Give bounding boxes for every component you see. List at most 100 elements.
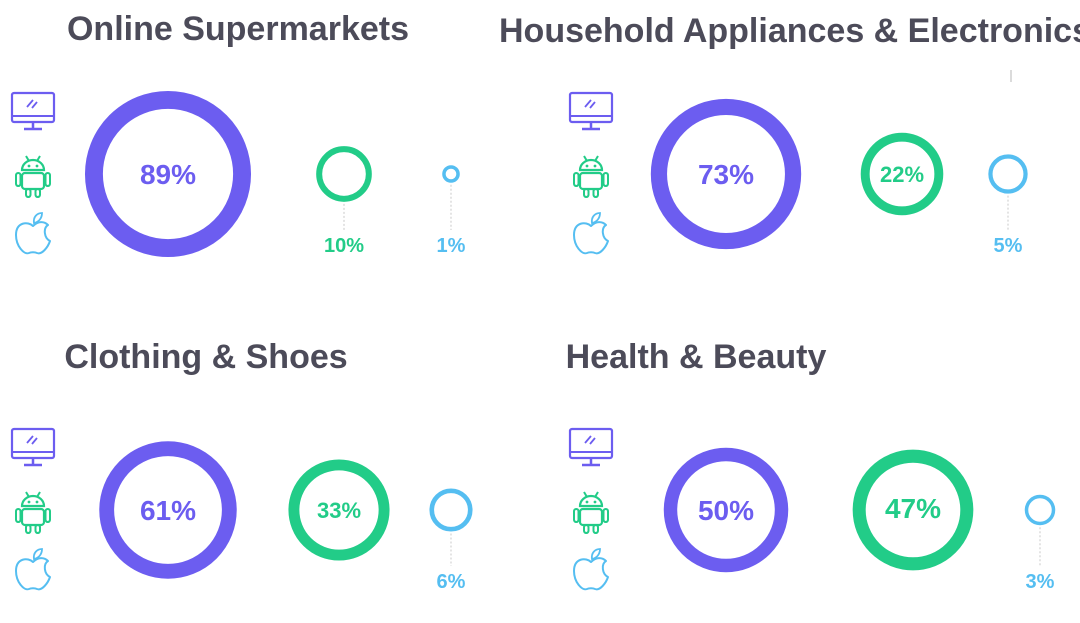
android-head: [20, 494, 46, 508]
monitor-glare: [26, 435, 34, 444]
monitor-icon: [10, 427, 56, 467]
android-head: [20, 158, 46, 172]
android-antenna: [594, 491, 599, 498]
android-arm: [44, 508, 51, 523]
value-label: 33%: [317, 498, 361, 523]
ring-desktop: [99, 441, 237, 579]
apple-leaf: [590, 548, 601, 561]
android-body: [20, 507, 46, 527]
android-leg: [592, 524, 599, 534]
android-icon: [573, 155, 609, 198]
platform-icons: [568, 427, 614, 591]
ring-ios: [1024, 494, 1056, 526]
apple-body: [15, 557, 51, 591]
android-antenna: [36, 491, 41, 498]
apple-leaf: [590, 212, 601, 225]
value-label: 10%: [324, 235, 364, 257]
android-antenna: [594, 155, 599, 162]
value-label: 22%: [880, 162, 924, 187]
android-body: [578, 507, 604, 527]
apple-icon: [573, 548, 609, 591]
panel-title: Online Supermarkets: [67, 10, 409, 48]
apple-leaf: [32, 212, 43, 225]
android-antenna: [583, 155, 588, 162]
android-head: [578, 158, 604, 172]
android-arm: [602, 172, 609, 187]
platform-icons: [568, 91, 614, 255]
value-label: 6%: [437, 571, 466, 593]
monitor-glare: [31, 101, 38, 109]
monitor-icon: [10, 91, 56, 131]
android-arm: [15, 172, 22, 187]
android-eye: [27, 500, 31, 504]
android-arm: [44, 172, 51, 187]
ring-android: [316, 146, 372, 202]
android-arm: [573, 508, 580, 523]
android-arm: [573, 172, 580, 187]
ring-android: [288, 459, 390, 561]
ring-desktop: [663, 447, 789, 573]
ring-ios: [988, 154, 1028, 194]
ring-ios: [442, 165, 460, 183]
value-label: 61%: [140, 495, 196, 526]
android-icon: [15, 155, 51, 198]
chart-panel: Online Supermarkets 89% 10% 1%: [10, 10, 466, 258]
value-label: 1%: [437, 235, 466, 257]
value-label: 50%: [698, 495, 754, 526]
android-antenna: [36, 155, 41, 162]
android-leg: [25, 188, 32, 198]
monitor-icon: [568, 91, 614, 131]
ring-android: [860, 132, 944, 216]
android-icon: [573, 491, 609, 534]
value-label: 47%: [885, 493, 941, 524]
android-leg: [34, 524, 41, 534]
android-eye: [35, 164, 39, 168]
monitor-glare: [31, 437, 38, 445]
android-leg: [592, 188, 599, 198]
android-arm: [15, 508, 22, 523]
ring-ios: [429, 488, 473, 532]
monitor-glare: [584, 99, 592, 108]
android-eye: [585, 500, 589, 504]
apple-icon: [15, 548, 51, 591]
apple-body: [573, 221, 609, 255]
android-eye: [35, 500, 39, 504]
android-eye: [593, 164, 597, 168]
platform-icons: [10, 91, 56, 255]
ring-android: [852, 449, 974, 571]
android-antenna: [25, 491, 30, 498]
android-icon: [15, 491, 51, 534]
android-eye: [593, 500, 597, 504]
ring-desktop: [84, 90, 252, 258]
apple-body: [15, 221, 51, 255]
android-leg: [25, 524, 32, 534]
value-label: 3%: [1026, 571, 1055, 593]
android-eye: [585, 164, 589, 168]
apple-icon: [15, 212, 51, 255]
android-arm: [602, 508, 609, 523]
value-label: 89%: [140, 159, 196, 190]
value-label: 5%: [994, 235, 1023, 257]
chart-panel: Health & Beauty 50% 47% 3%: [566, 338, 1056, 593]
android-antenna: [583, 491, 588, 498]
ring-desktop: [650, 98, 802, 250]
chart-panel: Household Appliances & Electronics 73% 22%…: [499, 12, 1080, 257]
android-leg: [34, 188, 41, 198]
apple-body: [573, 557, 609, 591]
monitor-glare: [589, 101, 596, 109]
platform-icons: [10, 427, 56, 591]
panel-title: Household Appliances & Electronics: [499, 12, 1080, 50]
panel-title: Health & Beauty: [566, 338, 827, 376]
monitor-glare: [589, 437, 596, 445]
android-body: [578, 171, 604, 191]
android-leg: [583, 524, 590, 534]
monitor-glare: [26, 99, 34, 108]
chart-panel: Clothing & Shoes 61% 33% 6%: [10, 338, 473, 593]
android-head: [578, 494, 604, 508]
apple-icon: [573, 212, 609, 255]
android-body: [20, 171, 46, 191]
monitor-icon: [568, 427, 614, 467]
android-eye: [27, 164, 31, 168]
